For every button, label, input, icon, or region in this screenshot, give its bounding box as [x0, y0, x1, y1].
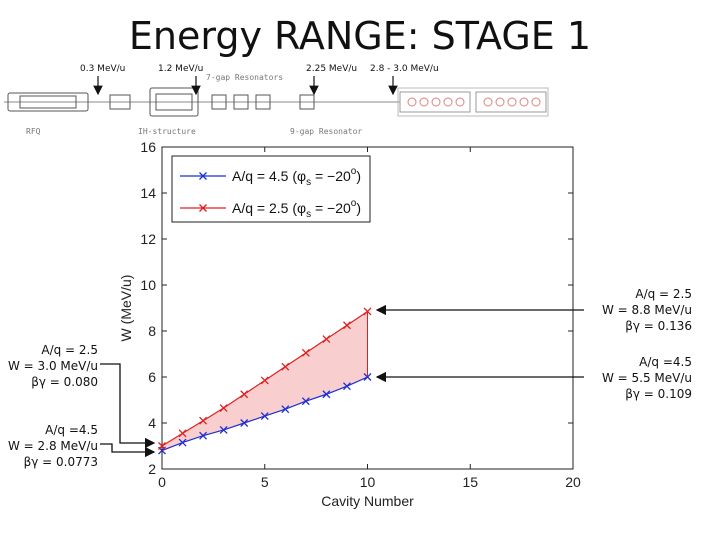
data-point — [240, 419, 249, 427]
annotation-line: βγ = 0.0773 — [23, 455, 98, 469]
data-point-stroke — [342, 321, 351, 330]
legend-marker — [199, 204, 207, 212]
annotation-line: A/q = 2.5 — [41, 343, 98, 357]
slide-title: Energy RANGE: STAGE 1 — [128, 14, 592, 58]
x-tick-label: 15 — [462, 474, 478, 490]
y-tick-label: 6 — [148, 369, 156, 385]
beamline-label-9gap: 9-gap Resonator — [290, 127, 362, 136]
data-point-stroke — [240, 419, 249, 427]
annotation-line: A/q =4.5 — [639, 355, 692, 369]
y-tick-label: 10 — [140, 277, 156, 293]
y-tick-label: 8 — [148, 323, 156, 339]
energy-label-9gap: 2.8 - 3.0 MeV/u — [370, 64, 439, 74]
data-point — [260, 376, 269, 385]
legend-marker — [199, 172, 207, 180]
x-tick-label: 20 — [565, 474, 581, 490]
data-point — [178, 429, 187, 438]
data-point — [363, 307, 372, 316]
data-point-stroke — [342, 382, 351, 391]
annotation-arrow-left-top — [100, 363, 156, 449]
legend-entry-label: A/q = 4.5 (φs = −20o) — [232, 166, 361, 188]
data-point-stroke — [322, 335, 331, 344]
data-point-stroke — [301, 348, 310, 357]
data-point-stroke — [301, 397, 310, 406]
y-tick-label: 2 — [148, 461, 156, 477]
legend-entry-label: A/q = 2.5 (φs = −20o) — [232, 198, 361, 220]
data-point-stroke — [219, 425, 228, 434]
data-point-stroke — [281, 362, 290, 371]
data-point — [301, 397, 310, 406]
data-point — [301, 348, 310, 357]
x-tick-label: 10 — [360, 474, 376, 490]
data-point-stroke — [363, 373, 372, 381]
annotation-line: βγ = 0.136 — [625, 319, 692, 333]
data-point-stroke — [219, 404, 228, 413]
beamline-schematic — [4, 87, 549, 117]
y-tick-label: 4 — [148, 415, 156, 431]
data-point-stroke — [199, 416, 208, 425]
data-point — [260, 412, 269, 421]
x-tick-label: 0 — [158, 474, 166, 490]
annotation-line: W = 5.5 MeV/u — [601, 371, 692, 385]
x-axis-label: Cavity Number — [321, 493, 414, 509]
beamline-label-7gap: 7-gap Resonators — [206, 73, 283, 82]
beamline-label-ih: IH-structure — [138, 127, 196, 136]
energy-label-ih: 1.2 MeV/u — [158, 64, 204, 74]
annotation-right-top: A/q = 2.5 W = 8.8 MeV/u βγ = 0.136 — [590, 286, 692, 334]
data-point-stroke — [260, 412, 269, 421]
annotation-left-bottom: A/q =4.5 W = 2.8 MeV/u βγ = 0.0773 — [2, 422, 98, 470]
data-point-stroke — [363, 307, 372, 316]
data-point — [363, 373, 372, 381]
energy-label-rfq: 0.3 MeV/u — [80, 64, 126, 74]
data-point-stroke — [240, 390, 249, 399]
data-point-stroke — [322, 390, 331, 399]
data-point-stroke — [199, 431, 208, 440]
annotation-line: W = 2.8 MeV/u — [7, 439, 98, 453]
data-point — [219, 404, 228, 413]
data-point — [219, 425, 228, 434]
annotation-line: W = 8.8 MeV/u — [601, 303, 692, 317]
data-point — [342, 382, 351, 391]
energy-chart: 0 5 10 15 20 2 4 6 8 10 12 14 16 Cavity Number W (MeV/… — [118, 139, 581, 509]
y-tick-label: 16 — [140, 139, 156, 155]
data-point — [199, 416, 208, 425]
y-tick-label: 14 — [140, 185, 156, 201]
data-point — [158, 442, 166, 450]
data-point-stroke — [158, 442, 166, 450]
beamline-label-rfq: RFQ — [26, 127, 41, 136]
x-tick-label: 5 — [261, 474, 269, 490]
data-point — [199, 431, 208, 440]
annotation-line: βγ = 0.080 — [31, 375, 98, 389]
data-point-stroke — [260, 376, 269, 385]
data-point — [178, 438, 187, 447]
data-point — [342, 321, 351, 330]
annotation-line: βγ = 0.109 — [625, 387, 692, 401]
data-point — [240, 390, 249, 399]
annotation-right-bottom: A/q =4.5 W = 5.5 MeV/u βγ = 0.109 — [590, 354, 692, 402]
annotation-line: W = 3.0 MeV/u — [7, 359, 98, 373]
data-point-stroke — [178, 438, 187, 447]
data-point — [322, 390, 331, 399]
annotation-line: A/q =4.5 — [45, 423, 98, 437]
data-point — [281, 362, 290, 371]
data-point — [281, 405, 290, 414]
annotation-arrow-left-bottom — [100, 443, 156, 458]
legend-box — [171, 155, 371, 223]
data-point — [322, 335, 331, 344]
data-point-stroke — [178, 429, 187, 438]
y-axis-label: W (MeV/u) — [118, 275, 134, 342]
energy-label-7gap: 2.25 MeV/u — [306, 64, 358, 74]
y-tick-label: 12 — [140, 231, 156, 247]
annotation-left-top: A/q = 2.5 W = 3.0 MeV/u βγ = 0.080 — [2, 342, 98, 390]
data-point-stroke — [281, 405, 290, 414]
annotation-line: A/q = 2.5 — [635, 287, 692, 301]
